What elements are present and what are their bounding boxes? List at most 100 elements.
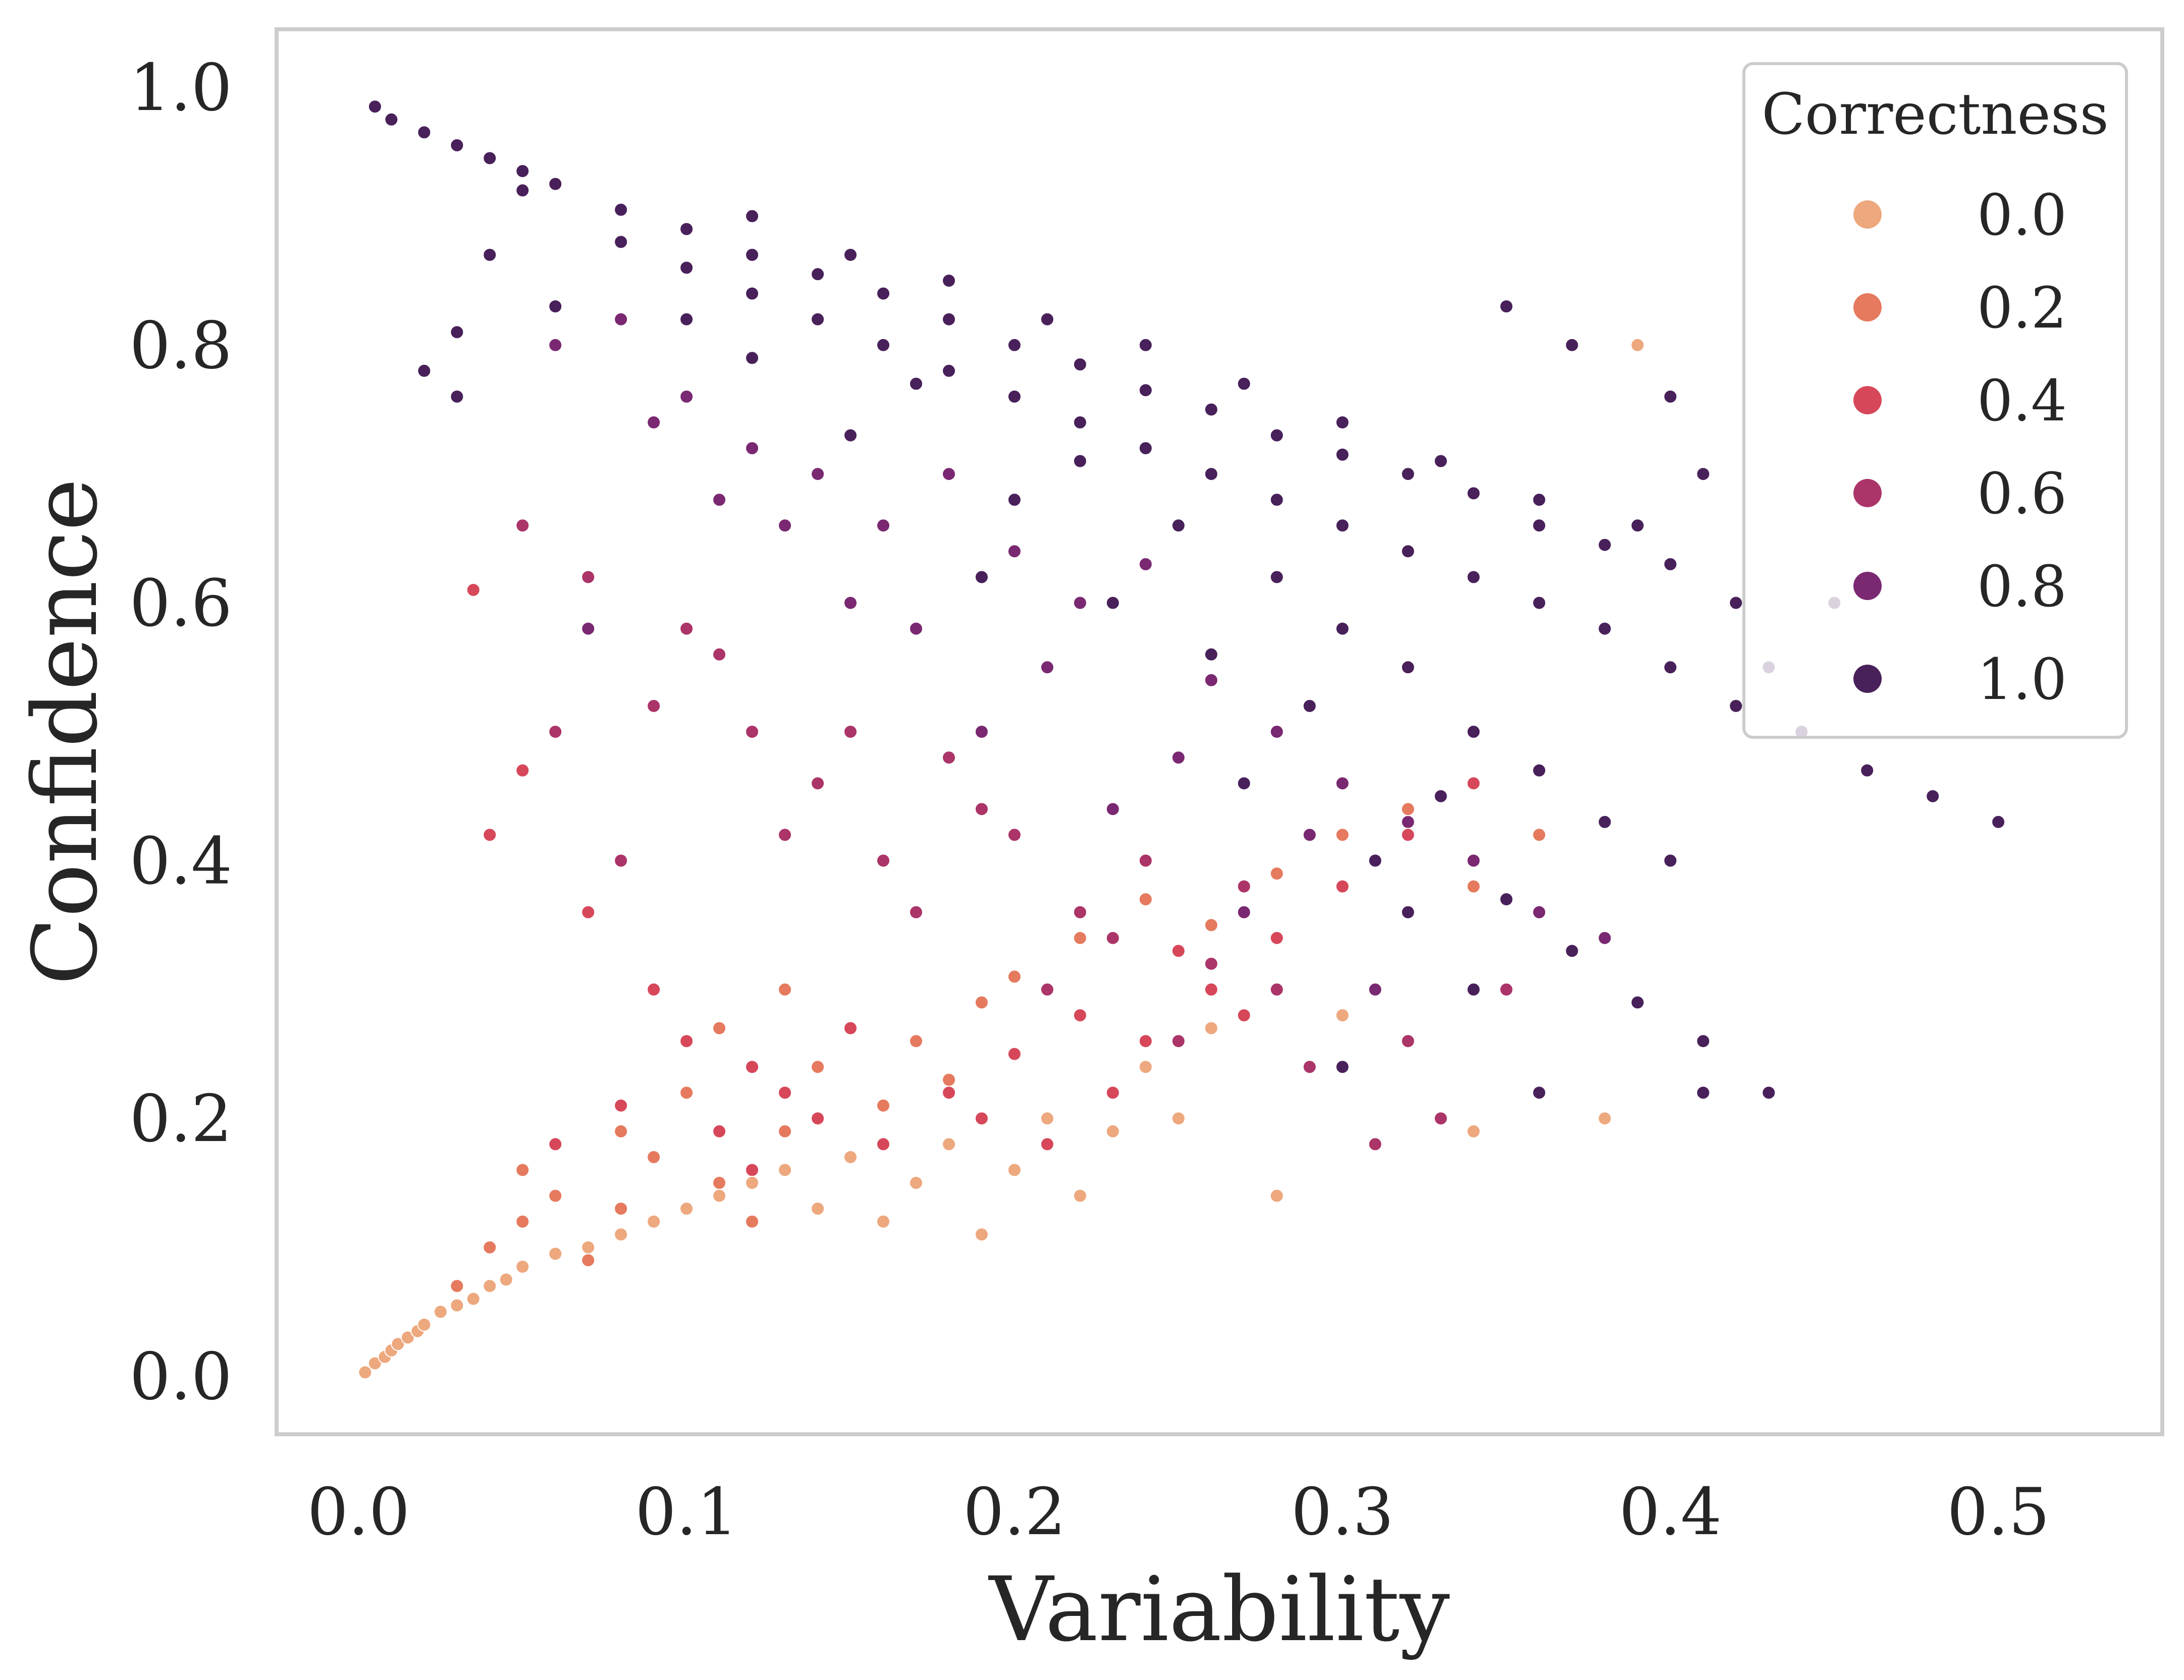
- scatter-point: [909, 376, 923, 391]
- x-tick-label: 0.0: [307, 1475, 410, 1550]
- scatter-point: [1696, 1034, 1711, 1048]
- scatter-point: [876, 1098, 890, 1113]
- scatter-point: [614, 1098, 628, 1113]
- scatter-point: [515, 763, 530, 778]
- scatter-point: [515, 518, 530, 533]
- scatter-point: [778, 1163, 792, 1177]
- scatter-point: [499, 1272, 513, 1287]
- scatter-point: [400, 1330, 415, 1345]
- points-layer: [358, 99, 2006, 1380]
- scatter-point: [1171, 1111, 1186, 1126]
- scatter-point: [647, 1150, 661, 1164]
- scatter-point: [1729, 595, 1743, 610]
- scatter-point: [1204, 467, 1218, 481]
- scatter-point: [778, 1124, 792, 1139]
- scatter-point: [581, 905, 596, 919]
- scatter-point: [1368, 982, 1382, 997]
- scatter-point: [1105, 595, 1120, 610]
- scatter-point: [1335, 447, 1350, 462]
- scatter-point: [1466, 776, 1481, 791]
- scatter-point: [778, 982, 792, 997]
- scatter-point: [1433, 1111, 1448, 1126]
- scatter-point: [1466, 879, 1481, 894]
- scatter-point: [942, 750, 956, 765]
- legend-marker: [1853, 386, 1882, 414]
- scatter-point: [942, 363, 956, 378]
- scatter-point: [745, 248, 760, 262]
- scatter-point: [1335, 1008, 1350, 1022]
- y-tick-label: 0.2: [129, 1081, 232, 1157]
- scatter-point: [1138, 441, 1153, 456]
- scatter-point: [1138, 1034, 1153, 1048]
- scatter-point: [1565, 944, 1579, 958]
- scatter-point: [1532, 518, 1547, 533]
- scatter-point: [515, 1163, 530, 1177]
- y-tick-label: 0.4: [129, 824, 232, 899]
- scatter-point: [712, 647, 727, 662]
- scatter-point: [1073, 1188, 1087, 1203]
- scatter-point: [1532, 1086, 1547, 1100]
- scatter-point: [1073, 454, 1087, 468]
- scatter-point: [1401, 1034, 1415, 1048]
- scatter-point: [1696, 1086, 1711, 1100]
- scatter-point: [1073, 931, 1087, 945]
- scatter-point: [647, 698, 661, 713]
- scatter-point: [1762, 1086, 1776, 1100]
- scatter-point: [1597, 621, 1612, 636]
- scatter-point: [1007, 389, 1022, 404]
- scatter-point: [1335, 621, 1350, 636]
- scatter-point: [1269, 725, 1284, 739]
- scatter-point: [1073, 595, 1087, 610]
- scatter-point: [876, 853, 890, 868]
- legend: Correctness 0.0 0.2 0.4 0.6 0.8 1.0: [1742, 62, 2128, 739]
- scatter-point: [974, 725, 989, 739]
- scatter-point: [679, 260, 694, 275]
- legend-label: 0.6: [1977, 461, 2067, 527]
- scatter-point: [876, 1214, 890, 1229]
- scatter-point: [811, 776, 825, 791]
- scatter-point: [712, 1124, 727, 1139]
- scatter-point: [1073, 1008, 1087, 1022]
- scatter-point: [974, 995, 989, 1010]
- scatter-point: [1073, 415, 1087, 429]
- scatter-point: [1269, 493, 1284, 507]
- scatter-point: [1105, 802, 1120, 817]
- scatter-point: [843, 1021, 858, 1036]
- scatter-point: [843, 595, 858, 610]
- scatter-point: [712, 1175, 727, 1190]
- scatter-point: [745, 441, 760, 456]
- scatter-point: [450, 325, 464, 340]
- scatter-point: [1040, 1137, 1054, 1152]
- x-tick-label: 0.2: [963, 1475, 1066, 1550]
- scatter-point: [712, 1188, 727, 1203]
- scatter-point: [1368, 1137, 1382, 1152]
- legend-label: 0.2: [1977, 276, 2067, 341]
- scatter-point: [647, 1214, 661, 1229]
- scatter-point: [367, 99, 382, 114]
- scatter-point: [974, 570, 989, 584]
- scatter-point: [1630, 338, 1645, 352]
- scatter-point: [745, 209, 760, 224]
- legend-box: [1742, 62, 2128, 739]
- scatter-point: [515, 183, 530, 198]
- scatter-point: [679, 222, 694, 236]
- scatter-point: [974, 1111, 989, 1126]
- scatter-point: [614, 312, 628, 327]
- scatter-point: [843, 1150, 858, 1164]
- legend-label: 0.0: [1977, 183, 2067, 248]
- scatter-point: [1532, 595, 1547, 610]
- scatter-point: [1269, 982, 1284, 997]
- scatter-point: [433, 1305, 448, 1319]
- legend-marker: [1853, 479, 1882, 507]
- scatter-point: [1597, 815, 1612, 829]
- scatter-point: [909, 1034, 923, 1048]
- x-tick-label: 0.3: [1291, 1475, 1394, 1550]
- scatter-point: [745, 1214, 760, 1229]
- scatter-point: [876, 338, 890, 352]
- scatter-point: [466, 583, 481, 597]
- scatter-point: [679, 1202, 694, 1216]
- scatter-point: [1237, 376, 1251, 391]
- scatter-point: [679, 389, 694, 404]
- scatter-point: [647, 415, 661, 429]
